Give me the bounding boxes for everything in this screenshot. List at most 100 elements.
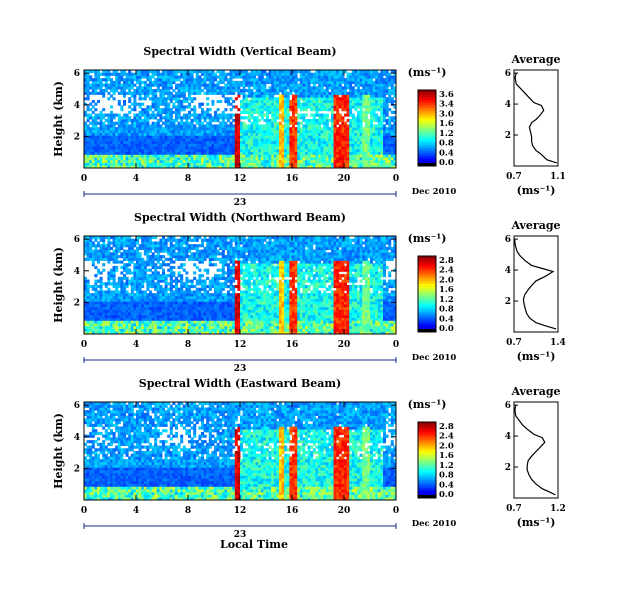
heatmap-cell — [227, 129, 230, 134]
heatmap-cell — [359, 72, 363, 76]
heatmap-cell — [149, 135, 152, 139]
heatmap-cell — [271, 121, 275, 125]
heatmap-cell — [328, 129, 332, 134]
heatmap-cell — [203, 143, 207, 147]
heatmap-cell — [203, 124, 207, 128]
heatmap-cell — [292, 83, 295, 87]
heatmap-cell — [234, 135, 238, 139]
heatmap-cell — [349, 143, 353, 147]
heatmap-cell — [310, 86, 314, 90]
heatmap-cell — [107, 151, 111, 155]
heatmap-cell — [234, 146, 238, 150]
heatmap-cell — [123, 298, 126, 302]
heatmap-cell — [110, 119, 113, 123]
heatmap-cell — [286, 157, 290, 161]
heatmap-cell — [224, 89, 228, 93]
heatmap-cell — [310, 78, 314, 82]
heatmap-cell — [385, 102, 389, 106]
heatmap-cell — [286, 143, 290, 147]
heatmap-cell — [167, 325, 171, 329]
heatmap-cell — [289, 157, 293, 161]
heatmap-cell — [149, 78, 152, 82]
heatmap-cell — [149, 154, 152, 158]
heatmap-cell — [390, 110, 394, 114]
heatmap-cell — [383, 97, 386, 101]
heatmap-cell — [94, 127, 98, 131]
heatmap-cell — [276, 146, 280, 150]
heatmap-cell — [143, 268, 147, 272]
heatmap-cell — [185, 162, 189, 166]
heatmap-cell — [349, 83, 353, 87]
heatmap-cell — [299, 86, 303, 90]
heatmap-cell — [115, 157, 119, 161]
heatmap-cell — [141, 124, 145, 128]
heatmap-cell — [232, 72, 236, 76]
heatmap-cell — [159, 279, 163, 283]
heatmap-cell — [318, 83, 321, 87]
heatmap-cell — [297, 159, 301, 163]
heatmap-cell — [354, 138, 358, 142]
heatmap-cell — [351, 99, 355, 104]
heatmap-cell — [149, 249, 152, 253]
heatmap-cell — [97, 138, 100, 142]
heatmap-cell — [185, 78, 189, 82]
heatmap-cell — [164, 249, 168, 253]
heatmap-cell — [102, 127, 106, 131]
heatmap-cell — [177, 110, 181, 114]
heatmap-cell — [305, 99, 308, 104]
heatmap-cell — [255, 124, 259, 128]
heatmap-cell — [390, 99, 394, 104]
heatmap-cell — [286, 78, 290, 82]
heatmap-cell — [133, 287, 137, 291]
heatmap-cell — [162, 99, 165, 104]
colorbar-step — [418, 110, 436, 114]
heatmap-cell — [331, 89, 334, 93]
heatmap-cell — [242, 143, 246, 147]
heatmap-cell — [99, 159, 103, 163]
heatmap-cell — [164, 295, 168, 300]
heatmap-cell — [227, 162, 230, 166]
heatmap-cell — [344, 121, 347, 125]
heatmap-cell — [102, 309, 106, 313]
heatmap-cell — [299, 138, 303, 142]
heatmap-cell — [177, 78, 181, 82]
heatmap-cell — [104, 132, 108, 136]
heatmap-cell — [180, 132, 184, 136]
heatmap-cell — [315, 162, 319, 166]
heatmap-cell — [84, 165, 87, 169]
heatmap-cell — [232, 140, 236, 144]
heatmap-cell — [198, 165, 202, 169]
heatmap-cell — [94, 304, 98, 308]
heatmap-cell — [133, 138, 137, 142]
heatmap-cell — [325, 94, 329, 98]
heatmap-cell — [84, 236, 87, 240]
heatmap-cell — [120, 124, 124, 128]
heatmap-cell — [112, 127, 116, 131]
colorbar-step — [418, 107, 436, 111]
heatmap-cell — [341, 86, 345, 90]
heatmap-cell — [97, 143, 100, 147]
heatmap-cell — [364, 127, 368, 131]
heatmap-cell — [138, 102, 142, 106]
heatmap-cell — [245, 162, 249, 166]
heatmap-cell — [84, 287, 87, 291]
heatmap-cell — [177, 154, 181, 158]
heatmap-cell — [107, 143, 111, 147]
heatmap-cell — [362, 70, 366, 74]
heatmap-cell — [273, 91, 277, 95]
heatmap-cell — [143, 323, 147, 327]
heatmap-cell — [89, 154, 93, 158]
heatmap-cell — [362, 75, 366, 79]
heatmap-cell — [299, 78, 303, 82]
heatmap-cell — [297, 86, 301, 90]
heatmap-cell — [190, 140, 194, 144]
heatmap-cell — [159, 331, 163, 335]
heatmap-cell — [338, 91, 342, 95]
heatmap-cell — [302, 135, 306, 139]
heatmap-cell — [190, 132, 194, 136]
heatmap-cell — [221, 89, 225, 93]
heatmap-cell — [351, 94, 355, 98]
heatmap-cell — [377, 116, 381, 120]
heatmap-cell — [84, 295, 87, 300]
heatmap-cell — [175, 86, 178, 90]
